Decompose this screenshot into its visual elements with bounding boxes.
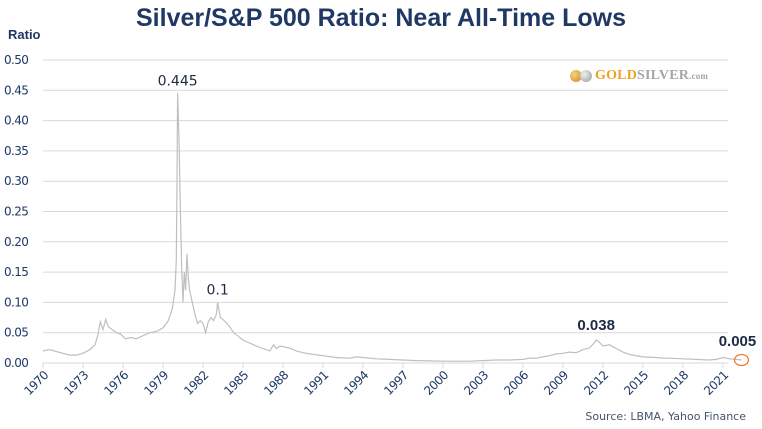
x-tick-label: 1970: [21, 368, 51, 398]
silver-coin-icon: [580, 70, 592, 82]
data-label: 0.445: [158, 73, 198, 89]
x-tick-label: 1985: [221, 368, 251, 398]
data-label: 0.1: [206, 282, 228, 298]
source-note: Source: LBMA, Yahoo Finance: [585, 410, 746, 423]
data-label: 0.005: [719, 333, 757, 350]
y-tick-labels: 0.00 0.05 0.10 0.15 0.20 0.25 0.30 0.35 0.40 0.45…: [4, 53, 29, 370]
series-line: [42, 93, 742, 362]
annotations: 0.445 0.1 0.038 0.005: [158, 73, 757, 367]
y-tick-label: 0.15: [4, 265, 28, 279]
x-tick-label: 2000: [421, 368, 451, 398]
y-tick-label: 0.05: [4, 326, 28, 340]
y-tick-label: 0.30: [4, 174, 28, 188]
highlight-circle: [733, 353, 750, 367]
y-tick-label: 0.25: [4, 205, 28, 219]
x-tick-label: 2009: [541, 368, 571, 398]
x-tick-label: 1997: [381, 368, 411, 398]
goldsilver-logo: GOLDSILVER.com: [570, 68, 708, 84]
x-tick-label: 1988: [261, 368, 291, 398]
x-tick-label: 2021: [701, 368, 731, 398]
x-tick-label: 1976: [101, 368, 131, 398]
y-tick-label: 0.50: [4, 53, 28, 67]
data-label: 0.038: [577, 317, 615, 334]
logo-silver-text: SILVER: [637, 68, 690, 83]
logo-com-text: .com: [689, 71, 709, 81]
y-tick-label: 0.00: [4, 356, 28, 370]
y-tick-label: 0.20: [4, 235, 28, 249]
logo-gold-text: GOLD: [595, 68, 638, 83]
chart-title: Silver/S&P 500 Ratio: Near All-Time Lows: [136, 4, 626, 32]
y-tick-label: 0.40: [4, 114, 28, 128]
x-tick-label: 2003: [461, 368, 491, 398]
series-layer: [42, 93, 742, 362]
y-axis-label: Ratio: [8, 27, 41, 42]
x-tick-label: 2006: [501, 368, 531, 398]
x-tick-label: 2015: [621, 368, 651, 398]
x-tick-labels: 1970 1973 1976 1979 1982 1985 1988 1991 1994 1997…: [21, 368, 731, 398]
x-tick-label: 1982: [181, 368, 211, 398]
x-tick-label: 2012: [581, 368, 611, 398]
x-tick-label: 2018: [661, 368, 691, 398]
y-tick-label: 0.35: [4, 144, 28, 158]
x-tick-label: 1973: [61, 368, 91, 398]
gridlines: [42, 59, 728, 368]
x-tick-label: 1991: [301, 368, 331, 398]
y-tick-label: 0.10: [4, 295, 28, 309]
x-tick-label: 1979: [141, 368, 171, 398]
gold-coin-icon: [570, 70, 582, 82]
x-tick-label: 1994: [341, 368, 371, 398]
y-tick-label: 0.45: [4, 83, 28, 97]
